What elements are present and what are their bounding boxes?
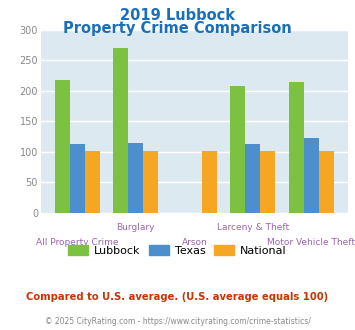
- Text: All Property Crime: All Property Crime: [36, 238, 119, 247]
- Text: © 2025 CityRating.com - https://www.cityrating.com/crime-statistics/: © 2025 CityRating.com - https://www.city…: [45, 317, 310, 326]
- Legend: Lubbock, Texas, National: Lubbock, Texas, National: [64, 240, 291, 260]
- Bar: [113, 48, 128, 213]
- Bar: [128, 143, 143, 213]
- Bar: [85, 151, 100, 213]
- Text: Larceny & Theft: Larceny & Theft: [217, 223, 289, 232]
- Text: Motor Vehicle Theft: Motor Vehicle Theft: [267, 238, 355, 247]
- Bar: [230, 86, 245, 213]
- Text: 2019 Lubbock: 2019 Lubbock: [120, 8, 235, 23]
- Bar: [202, 151, 217, 213]
- Bar: [143, 150, 158, 213]
- Text: Arson: Arson: [181, 238, 207, 247]
- Text: Burglary: Burglary: [116, 223, 155, 232]
- Bar: [70, 144, 85, 213]
- Bar: [304, 138, 319, 213]
- Bar: [55, 80, 70, 213]
- Bar: [261, 150, 275, 213]
- Bar: [289, 82, 304, 213]
- Bar: [245, 144, 261, 213]
- Bar: [319, 150, 334, 213]
- Text: Property Crime Comparison: Property Crime Comparison: [63, 21, 292, 36]
- Text: Compared to U.S. average. (U.S. average equals 100): Compared to U.S. average. (U.S. average …: [26, 292, 329, 302]
